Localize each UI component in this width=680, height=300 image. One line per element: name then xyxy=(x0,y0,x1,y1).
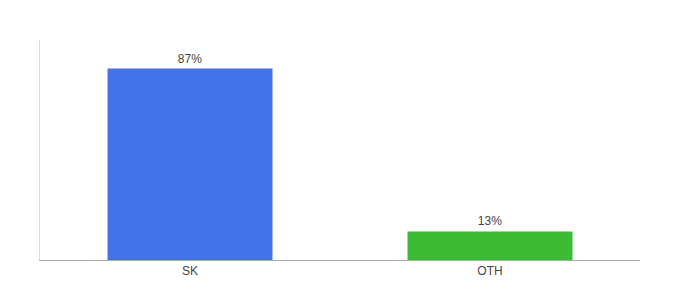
svg-text:OTH: OTH xyxy=(477,264,502,278)
svg-text:SK: SK xyxy=(182,264,198,278)
svg-text:13%: 13% xyxy=(478,214,502,228)
svg-text:87%: 87% xyxy=(178,52,202,66)
